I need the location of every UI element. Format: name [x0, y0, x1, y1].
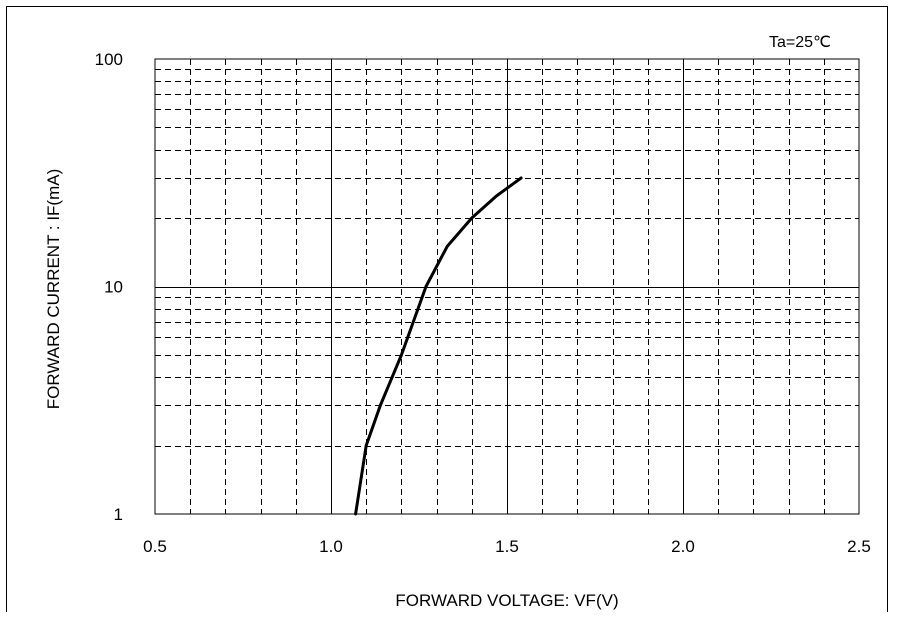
forward-iv-curve: [354, 176, 523, 516]
x-axis-label: FORWARD VOLTAGE: VF(V): [395, 591, 618, 610]
x-tick-labels: 0.5 1.0 1.5 2.0 2.5: [143, 537, 871, 556]
temperature-annotation: Ta=25℃: [769, 34, 831, 51]
x-tick-label: 2.5: [847, 537, 871, 556]
plot-border: [154, 58, 860, 515]
x-tick-label: 1.5: [495, 537, 519, 556]
x-tick-label: 1.0: [319, 537, 343, 556]
series-layer: [354, 176, 523, 516]
x-tick-label: 2.0: [671, 537, 695, 556]
major-grid: [155, 59, 859, 514]
y-tick-label: 10: [104, 278, 123, 297]
x-tick-label: 0.5: [143, 537, 167, 556]
y-tick-labels: 1 10 100: [95, 50, 123, 524]
chart-frame: [6, 6, 888, 612]
y-tick-label: 1: [114, 505, 123, 524]
y-axis-label: FORWARD CURRENT : IF(mA): [44, 169, 63, 410]
y-tick-label: 100: [95, 50, 123, 69]
